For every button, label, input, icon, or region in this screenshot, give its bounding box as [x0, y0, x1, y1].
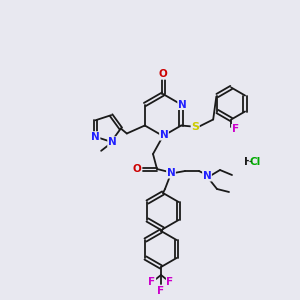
Text: H: H — [244, 157, 252, 167]
Text: S: S — [191, 122, 199, 133]
Text: F: F — [232, 124, 239, 134]
Text: N: N — [108, 137, 116, 147]
Text: N: N — [178, 100, 187, 110]
Text: F: F — [167, 277, 174, 287]
Text: N: N — [160, 130, 168, 140]
Text: F: F — [158, 286, 165, 296]
Text: O: O — [159, 69, 167, 79]
Text: O: O — [133, 164, 141, 174]
Text: N: N — [202, 171, 211, 181]
Text: N: N — [91, 132, 100, 142]
Text: F: F — [148, 277, 156, 287]
Text: Cl: Cl — [249, 157, 261, 167]
Text: -: - — [247, 158, 256, 166]
Text: N: N — [167, 168, 176, 178]
